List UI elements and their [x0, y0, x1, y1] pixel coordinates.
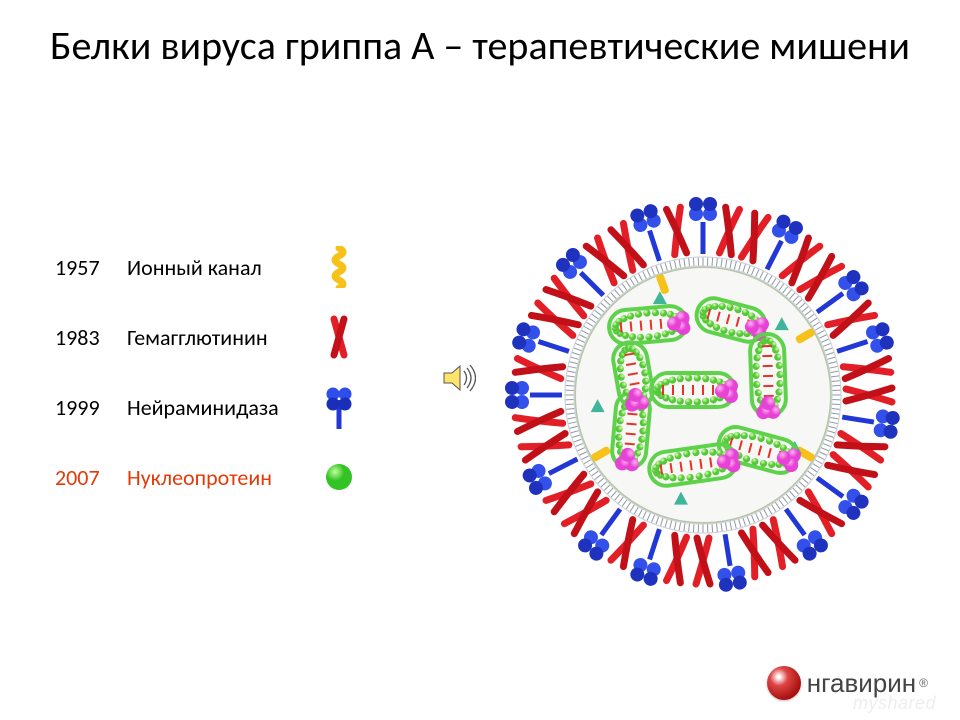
- legend: 1957 Ионный канал 1983 Гемагглютинин 199…: [55, 232, 361, 512]
- virus-diagram: [498, 190, 908, 600]
- legend-row: 1957 Ионный канал: [55, 232, 361, 302]
- page-title: Белки вируса гриппа А – терапевтические …: [0, 22, 960, 69]
- legend-label: Нуклеопротеин: [121, 464, 317, 491]
- ha-icon: [317, 315, 361, 359]
- legend-year: 1957: [55, 254, 121, 281]
- m2-icon: [317, 245, 361, 289]
- legend-label: Нейраминидаза: [121, 394, 317, 421]
- logo-reg: ®: [919, 676, 928, 690]
- legend-label: Ионный канал: [121, 254, 317, 281]
- na-icon: [317, 385, 361, 429]
- watermark: myshared: [853, 693, 936, 714]
- audio-icon[interactable]: [440, 360, 476, 396]
- legend-year: 1983: [55, 324, 121, 351]
- np-icon: [317, 455, 361, 499]
- logo-icon: [767, 666, 801, 700]
- legend-row: 1983 Гемагглютинин: [55, 302, 361, 372]
- legend-year: 1999: [55, 394, 121, 421]
- legend-year: 2007: [55, 464, 121, 491]
- legend-row: 2007 Нуклеопротеин: [55, 442, 361, 512]
- legend-label: Гемагглютинин: [121, 324, 317, 351]
- legend-row: 1999 Нейраминидаза: [55, 372, 361, 442]
